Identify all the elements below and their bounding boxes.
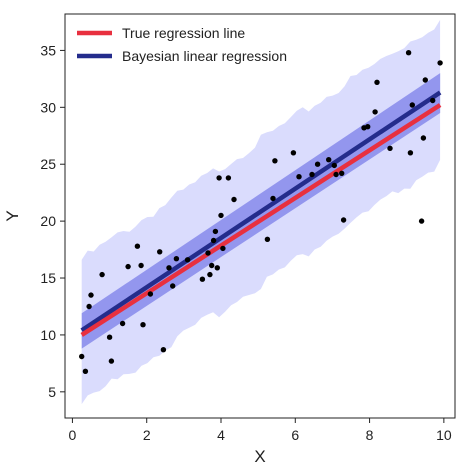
data-point bbox=[86, 303, 92, 310]
data-point bbox=[272, 158, 278, 164]
data-point bbox=[409, 102, 415, 108]
x-tick-label: 2 bbox=[143, 427, 151, 443]
data-point bbox=[430, 97, 436, 104]
data-point bbox=[210, 237, 217, 244]
y-tick-label: 5 bbox=[48, 384, 56, 400]
data-point bbox=[82, 368, 89, 374]
data-point bbox=[173, 256, 180, 262]
data-point bbox=[407, 150, 414, 156]
plot-frame bbox=[64, 13, 456, 419]
data-point bbox=[134, 243, 141, 249]
x-axis-ticks: 0 2 4 6 8 10 bbox=[69, 418, 452, 443]
data-point bbox=[119, 320, 126, 327]
data-point bbox=[184, 257, 191, 263]
regression-lines bbox=[80, 90, 442, 337]
data-point bbox=[387, 145, 393, 151]
y-tick-label: 10 bbox=[40, 327, 56, 343]
legend: True regression line Bayesian linear regr… bbox=[77, 25, 287, 64]
data-point bbox=[199, 276, 206, 282]
data-point bbox=[218, 212, 224, 219]
data-point bbox=[125, 263, 131, 270]
data-point bbox=[333, 171, 339, 178]
data-point bbox=[225, 175, 232, 181]
data-point bbox=[205, 250, 211, 256]
data-point bbox=[296, 174, 302, 180]
data-points bbox=[79, 50, 443, 374]
data-point bbox=[309, 171, 315, 178]
data-point bbox=[418, 218, 425, 224]
data-point bbox=[212, 228, 219, 235]
data-point bbox=[160, 347, 167, 353]
data-point bbox=[270, 195, 276, 202]
y-tick-label: 20 bbox=[40, 213, 56, 229]
y-tick-label: 15 bbox=[40, 270, 56, 286]
data-point bbox=[365, 124, 371, 130]
data-point bbox=[405, 50, 412, 56]
data-point bbox=[99, 271, 105, 278]
data-point bbox=[207, 271, 213, 278]
legend-label: True regression line bbox=[122, 25, 245, 41]
y-tick-label: 25 bbox=[40, 156, 56, 172]
data-point bbox=[138, 262, 144, 269]
data-point bbox=[106, 334, 113, 340]
data-point bbox=[166, 265, 172, 271]
data-point bbox=[220, 245, 226, 252]
data-point bbox=[374, 79, 380, 86]
y-axis-label: Y bbox=[3, 210, 22, 221]
x-tick-label: 4 bbox=[217, 427, 225, 443]
data-point bbox=[314, 161, 321, 167]
y-tick-label: 30 bbox=[40, 99, 56, 115]
data-point bbox=[264, 236, 271, 242]
true-regression-line bbox=[80, 103, 442, 337]
data-point bbox=[214, 265, 220, 271]
data-point bbox=[231, 196, 237, 203]
data-point bbox=[326, 157, 332, 163]
data-point bbox=[437, 60, 443, 66]
x-tick-label: 8 bbox=[366, 427, 374, 443]
data-point bbox=[331, 162, 337, 169]
data-point bbox=[420, 135, 427, 141]
data-point bbox=[147, 291, 154, 297]
x-tick-label: 6 bbox=[291, 427, 299, 443]
data-point bbox=[372, 109, 378, 115]
data-point bbox=[108, 358, 115, 364]
x-tick-label: 10 bbox=[436, 427, 452, 443]
data-point bbox=[290, 150, 297, 156]
data-point bbox=[340, 217, 347, 223]
bayesian-regression-line bbox=[80, 90, 442, 333]
x-axis-label: X bbox=[254, 447, 265, 466]
y-tick-label: 35 bbox=[40, 42, 56, 58]
data-point bbox=[88, 292, 94, 298]
data-point bbox=[216, 175, 222, 181]
data-point bbox=[339, 170, 345, 176]
y-axis-ticks: 5 10 15 20 25 30 35 bbox=[40, 42, 65, 400]
data-point bbox=[170, 283, 176, 289]
data-point bbox=[79, 353, 85, 360]
data-point bbox=[209, 262, 215, 269]
legend-label: Bayesian linear regression bbox=[122, 48, 287, 64]
data-point bbox=[157, 249, 163, 255]
data-point bbox=[140, 322, 146, 328]
x-tick-label: 0 bbox=[69, 427, 77, 443]
data-point bbox=[422, 77, 428, 83]
